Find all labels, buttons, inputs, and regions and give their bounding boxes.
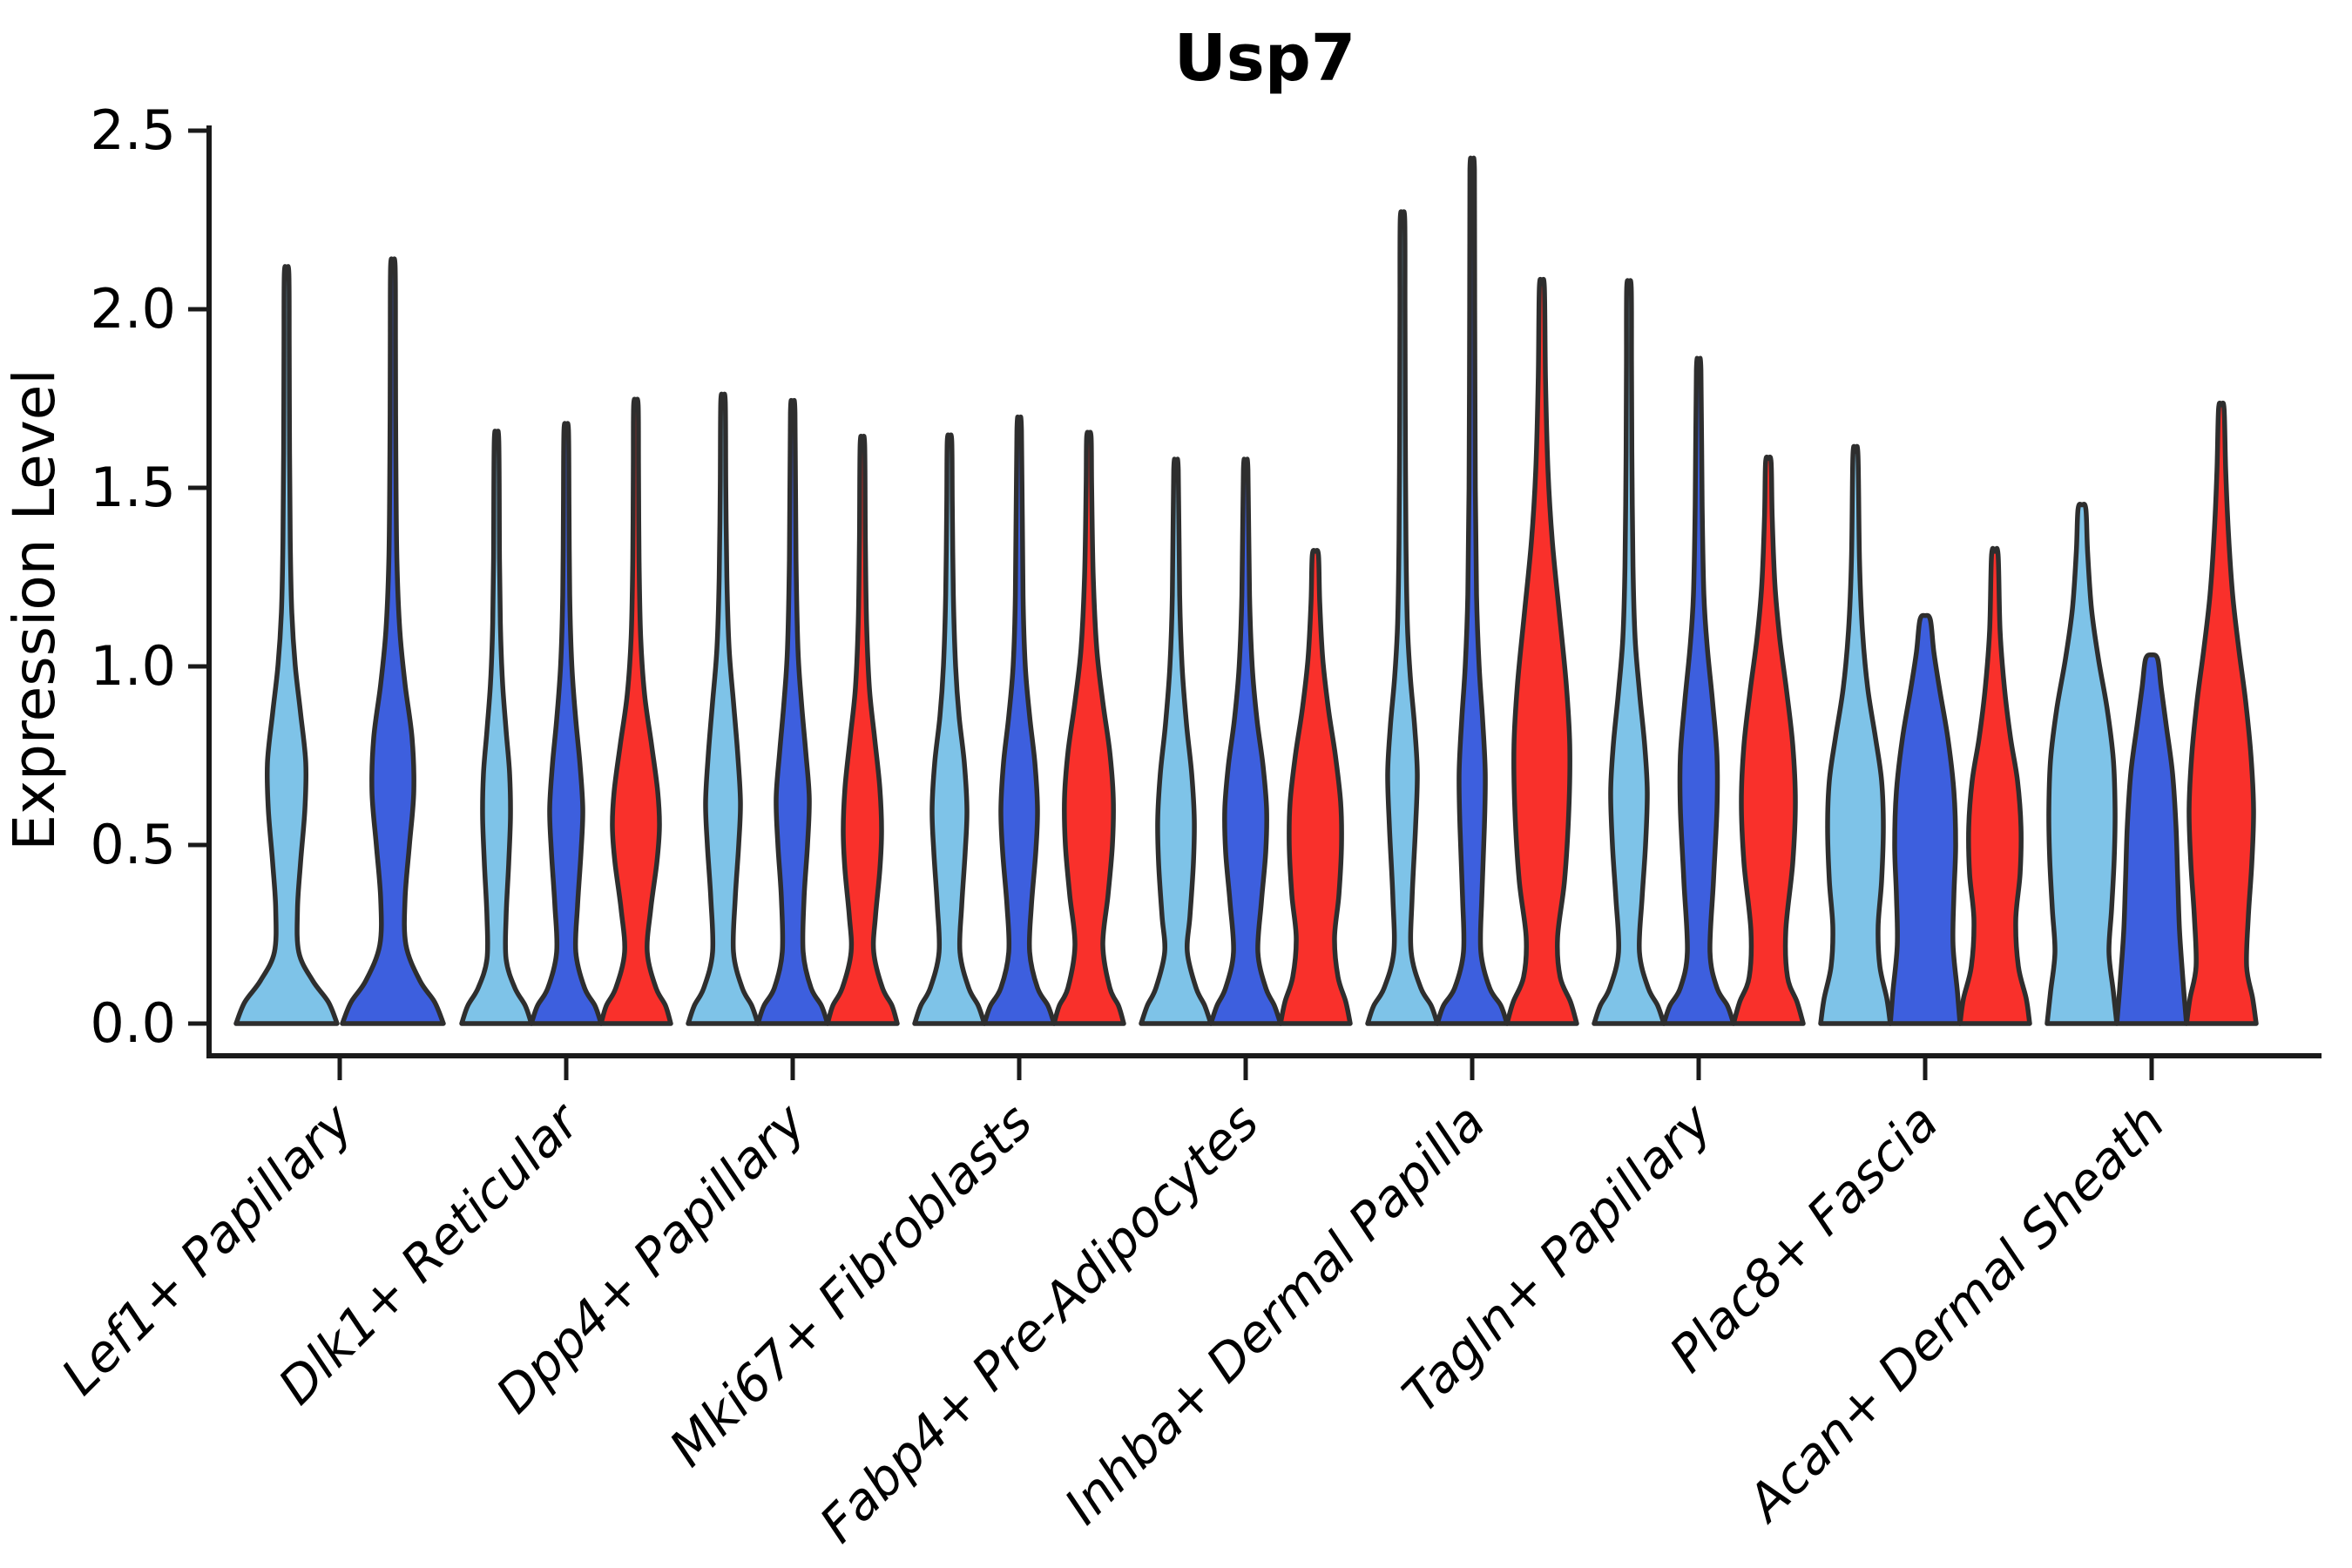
y-axis-label: Expression Level (1, 368, 68, 850)
y-tick-label: 0.0 (90, 991, 176, 1055)
violin-light_blue (1365, 209, 1440, 1026)
y-tick-label: 0.5 (90, 813, 176, 876)
violin-red (825, 433, 900, 1026)
x-tick-label: Acan+ Dermal Sheath (1734, 1092, 2176, 1535)
violin-dark_blue (982, 414, 1057, 1026)
violin-light_blue (686, 391, 760, 1026)
violin-light_blue (1818, 443, 1893, 1026)
violin-dark_blue (1208, 456, 1283, 1026)
violin-red (1278, 548, 1353, 1026)
violin-light_blue (233, 264, 340, 1026)
violins-layer (233, 155, 2259, 1026)
violin-light_blue (2044, 501, 2119, 1026)
violin-dark_blue (340, 256, 446, 1026)
violin-red (1731, 454, 1806, 1026)
violin-red (598, 396, 673, 1026)
violin-dark_blue (1661, 355, 1736, 1026)
violin-dark_blue (1435, 155, 1510, 1026)
violin-light_blue (1139, 456, 1213, 1026)
y-tick-label: 1.0 (90, 634, 176, 698)
y-tick-label: 1.5 (90, 456, 176, 519)
violin-red (1957, 545, 2032, 1026)
y-tick-label: 2.5 (90, 98, 176, 162)
violin-light_blue (459, 429, 534, 1026)
violin-dark_blue (755, 397, 830, 1026)
chart-title: Usp7 (1174, 21, 1356, 96)
violin-red (2184, 400, 2259, 1026)
y-tick-label: 2.0 (90, 277, 176, 341)
violin-red (1504, 276, 1579, 1026)
violin-dark_blue (2114, 652, 2189, 1026)
violin-red (1051, 429, 1126, 1026)
x-tick-label: Fabp4+ Pre-Adipocytes (808, 1092, 1270, 1554)
violin-light_blue (912, 432, 987, 1026)
x-tick-label: Mki67+ Fibroblasts (658, 1092, 1044, 1478)
violin-light_blue (1592, 278, 1666, 1026)
violin-dark_blue (1888, 612, 1963, 1026)
x-tick-label: Inhba+ Dermal Papilla (1053, 1092, 1497, 1536)
violin-dark_blue (529, 421, 604, 1026)
